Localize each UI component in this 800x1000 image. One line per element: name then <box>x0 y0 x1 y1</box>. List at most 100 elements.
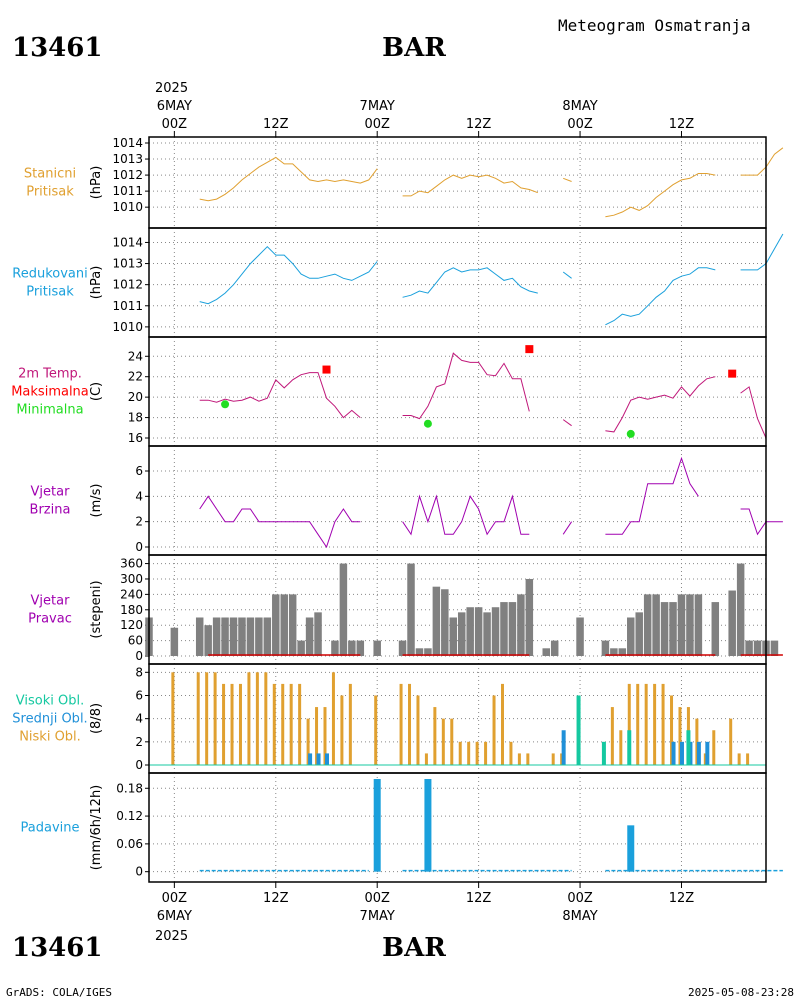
series-line <box>402 352 530 420</box>
precip-bar <box>627 825 635 872</box>
top-tick-time: 00Z <box>364 117 390 132</box>
series-line <box>402 494 530 536</box>
direction-bar <box>508 602 517 656</box>
direction-bar <box>339 563 348 656</box>
panel-label: Vjetar <box>31 485 71 500</box>
y-tick-label: 2 <box>135 515 143 529</box>
cloud-bar <box>653 683 657 765</box>
cloud-bar <box>619 730 623 765</box>
cloud-bar <box>247 672 251 765</box>
y-tick-label: 20 <box>128 390 143 404</box>
top-tick-day: 6MAY <box>157 99 192 114</box>
y-axis-label: (hPa) <box>89 266 104 300</box>
direction-bar <box>356 640 365 656</box>
precip-bar <box>373 779 381 872</box>
panel-label: Srednji Obl. <box>12 712 87 727</box>
series-line <box>199 156 378 202</box>
panel-frame <box>148 136 767 229</box>
y-tick-label: 24 <box>128 349 143 363</box>
bottom-tick-time: 12Z <box>669 891 695 906</box>
panel-label: Redukovani <box>12 267 87 282</box>
series-line <box>740 508 783 536</box>
direction-bar <box>457 612 466 656</box>
series-line <box>605 456 699 535</box>
panel-station_pressure: 1010 1011 1012 1013 1014 Stanicni Pritisak (hPa… <box>24 136 784 229</box>
year-top: 2025 <box>155 81 188 96</box>
direction-bar <box>753 640 762 656</box>
panel-label: Pritisak <box>26 185 74 200</box>
y-tick-label: 18 <box>128 411 143 425</box>
top-tick-time: 12Z <box>669 117 695 132</box>
direction-bar <box>415 648 424 656</box>
panel-frame <box>148 445 767 556</box>
y-tick-label: 1010 <box>112 320 143 334</box>
cloud-bar <box>324 753 329 765</box>
panel-reduced_pressure: 1010 1011 1012 1013 1014 Redukovani Pritisak (h… <box>12 227 784 338</box>
cloud-bar <box>661 683 665 765</box>
y-tick-label: 180 <box>120 603 143 617</box>
bottom-tick-time: 12Z <box>466 891 492 906</box>
series-line <box>562 521 573 535</box>
y-tick-label: 0 <box>135 649 143 663</box>
y-tick-label: 8 <box>135 665 143 679</box>
direction-bar <box>272 594 280 656</box>
direction-bar <box>517 594 525 656</box>
cloud-bar <box>467 741 471 765</box>
tmax-marker <box>525 345 534 354</box>
direction-bar <box>491 607 500 656</box>
direction-bar <box>288 594 297 656</box>
cloud-bar <box>374 695 378 765</box>
y-tick-label: 4 <box>135 489 143 503</box>
panel-label: Vjetar <box>31 594 71 609</box>
direction-bar <box>677 594 686 656</box>
cloud-bar <box>484 741 488 765</box>
cloud-bar <box>696 741 701 765</box>
y-tick-label: 1010 <box>112 200 143 214</box>
panel-label: 2m Temp. <box>18 367 82 382</box>
cloud-bar <box>331 672 335 765</box>
y-axis-label: (hPa) <box>89 166 104 200</box>
cloud-bar <box>315 707 319 765</box>
direction-bar <box>297 640 305 656</box>
cloud-bar <box>272 683 276 765</box>
direction-bar <box>314 612 322 656</box>
tmin-marker <box>423 419 432 428</box>
direction-bar <box>686 594 694 656</box>
direction-bar <box>711 602 720 656</box>
top-tick-time: 00Z <box>162 117 188 132</box>
cloud-bar <box>509 741 513 765</box>
series-line <box>402 174 538 197</box>
direction-bar <box>745 640 753 656</box>
direction-bar <box>483 612 491 656</box>
series-line <box>199 245 378 305</box>
y-tick-label: 6 <box>135 688 143 702</box>
station-name-bottom: BAR <box>382 933 446 963</box>
cloud-bar <box>737 753 741 765</box>
y-axis-label: (C) <box>89 382 104 401</box>
direction-bar <box>618 648 627 656</box>
cloud-bar <box>458 741 462 765</box>
direction-bar <box>263 617 272 656</box>
bottom-tick-time: 00Z <box>567 891 593 906</box>
cloud-bar <box>323 707 327 765</box>
tmin-marker <box>626 429 635 438</box>
cloud-bar <box>686 730 691 765</box>
cloud-bar <box>712 730 716 765</box>
series-line <box>740 233 784 271</box>
direction-bar <box>610 648 618 656</box>
cloud-bar <box>213 672 217 765</box>
direction-bar <box>770 640 779 656</box>
panel-precipitation: 0 0.06 0.12 0.18 Padavine (mm/6h/12h) <box>21 772 783 883</box>
panel-temperature: 16 18 20 22 24 2m Temp. Maksimalna Minimalna (C) <box>11 336 767 447</box>
y-tick-label: 4 <box>135 712 143 726</box>
y-tick-label: 16 <box>128 431 143 445</box>
direction-bar <box>652 594 660 656</box>
top-time-axis: 00Z 6MAY 12Z 00Z 7MAY 12Z 00Z 8MAY 12Z <box>157 99 695 137</box>
cloud-bar <box>492 695 496 765</box>
direction-bar <box>246 617 255 656</box>
direction-bar <box>449 617 458 656</box>
top-tick-time: 00Z <box>567 117 593 132</box>
cloud-bar <box>205 672 209 765</box>
direction-bar <box>331 640 339 656</box>
